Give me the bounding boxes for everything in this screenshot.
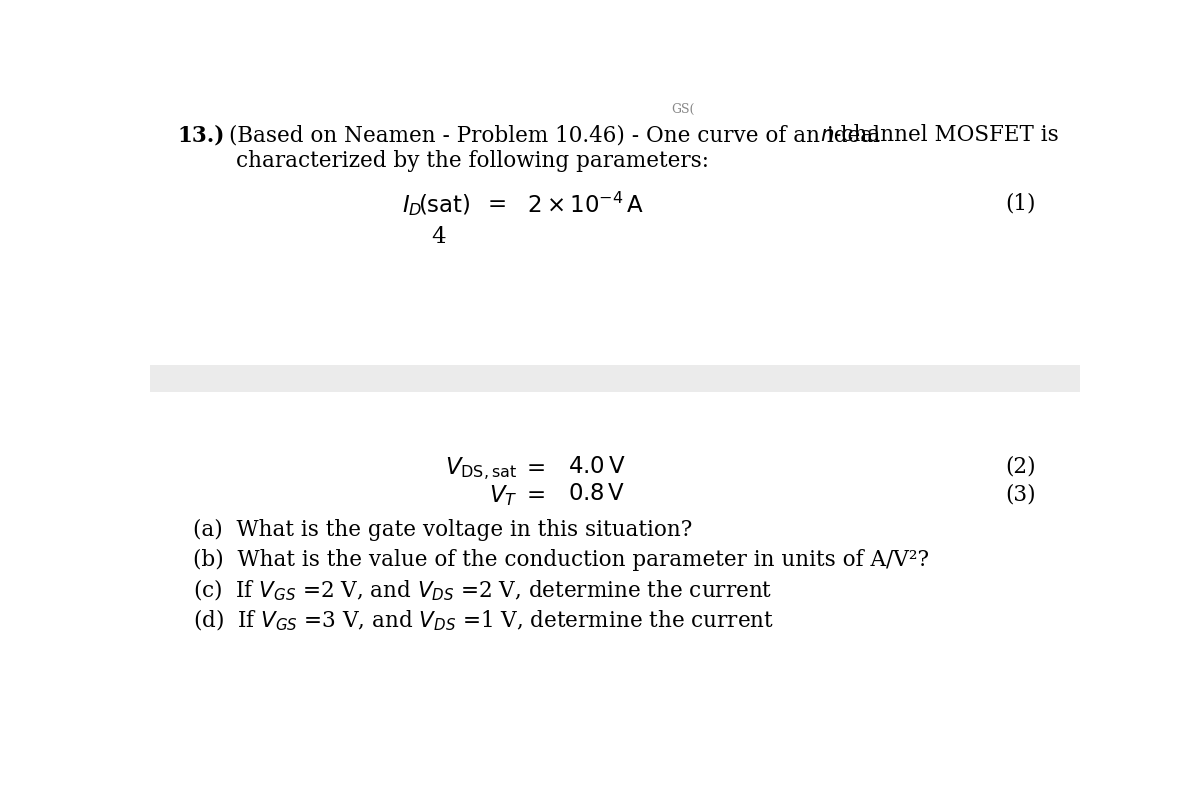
- Text: $=$: $=$: [522, 455, 545, 477]
- Text: $=$: $=$: [482, 192, 506, 214]
- Text: GS(: GS(: [671, 103, 695, 116]
- Text: (3): (3): [1006, 483, 1037, 505]
- Text: (Based on Neamen - Problem 10.46) - One curve of an ideal: (Based on Neamen - Problem 10.46) - One …: [229, 124, 887, 146]
- Text: $I_D\!\mathrm{(sat)}$: $I_D\!\mathrm{(sat)}$: [402, 192, 470, 218]
- Text: (b)  What is the value of the conduction parameter in units of A/V²?: (b) What is the value of the conduction …: [193, 548, 929, 570]
- Text: $0.8\,\mathrm{V}$: $0.8\,\mathrm{V}$: [569, 483, 625, 505]
- Text: (d)  If $V_{GS}$ =3 V, and $V_{DS}$ =1 V, determine the current: (d) If $V_{GS}$ =3 V, and $V_{DS}$ =1 V,…: [193, 607, 774, 632]
- Text: (c)  If $V_{GS}$ =2 V, and $V_{DS}$ =2 V, determine the current: (c) If $V_{GS}$ =2 V, and $V_{DS}$ =2 V,…: [193, 577, 772, 602]
- Text: $V_T$: $V_T$: [488, 483, 517, 507]
- Text: $4.0\,\mathrm{V}$: $4.0\,\mathrm{V}$: [569, 455, 626, 477]
- Text: 13.): 13.): [178, 124, 226, 146]
- Text: (a)  What is the gate voltage in this situation?: (a) What is the gate voltage in this sit…: [193, 518, 692, 540]
- Text: 4: 4: [431, 226, 445, 248]
- Text: $n$: $n$: [820, 124, 834, 146]
- Text: $V_{\mathrm{DS,sat}}$: $V_{\mathrm{DS,sat}}$: [445, 455, 517, 482]
- Text: -channel MOSFET is: -channel MOSFET is: [834, 124, 1058, 146]
- Text: $=$: $=$: [522, 483, 545, 505]
- Text: (2): (2): [1006, 455, 1037, 477]
- Bar: [150, 365, 1080, 393]
- Text: (1): (1): [1006, 192, 1036, 214]
- Text: $2 \times 10^{-4}\,\mathrm{A}$: $2 \times 10^{-4}\,\mathrm{A}$: [527, 192, 644, 218]
- Text: characterized by the following parameters:: characterized by the following parameter…: [235, 150, 708, 172]
